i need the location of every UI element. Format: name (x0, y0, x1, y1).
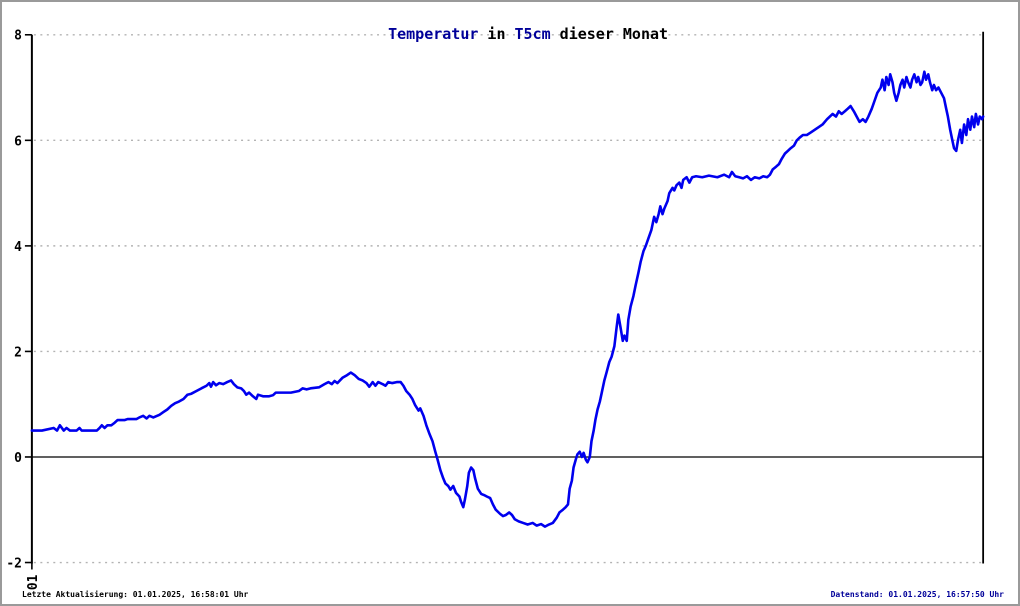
last-update-text: Letzte Aktualisierung: 01.01.2025, 16:58… (22, 590, 249, 599)
y-tick-label: 2 (14, 345, 22, 360)
data-state-text: Datenstand: 01.01.2025, 16:57:50 Uhr (830, 590, 1004, 599)
temperature-line (30, 70, 985, 528)
y-tick-label: 6 (14, 134, 22, 149)
chart-title-period: dieser Monat (550, 25, 669, 43)
y-tick-label: 0 (14, 451, 22, 466)
y-tick-label: 8 (14, 29, 22, 44)
chart-title-sensor-type: Temperatur (388, 25, 479, 43)
y-tick-label: -2 (6, 557, 22, 572)
chart-title-sensor-name: T5cm (514, 25, 551, 43)
x-tick-label: 01 (26, 574, 41, 590)
chart-title-connector: in (478, 25, 515, 43)
y-tick-label: 4 (14, 240, 22, 255)
chart-title: Temperatur in T5cm dieser Monat (2, 7, 1018, 61)
